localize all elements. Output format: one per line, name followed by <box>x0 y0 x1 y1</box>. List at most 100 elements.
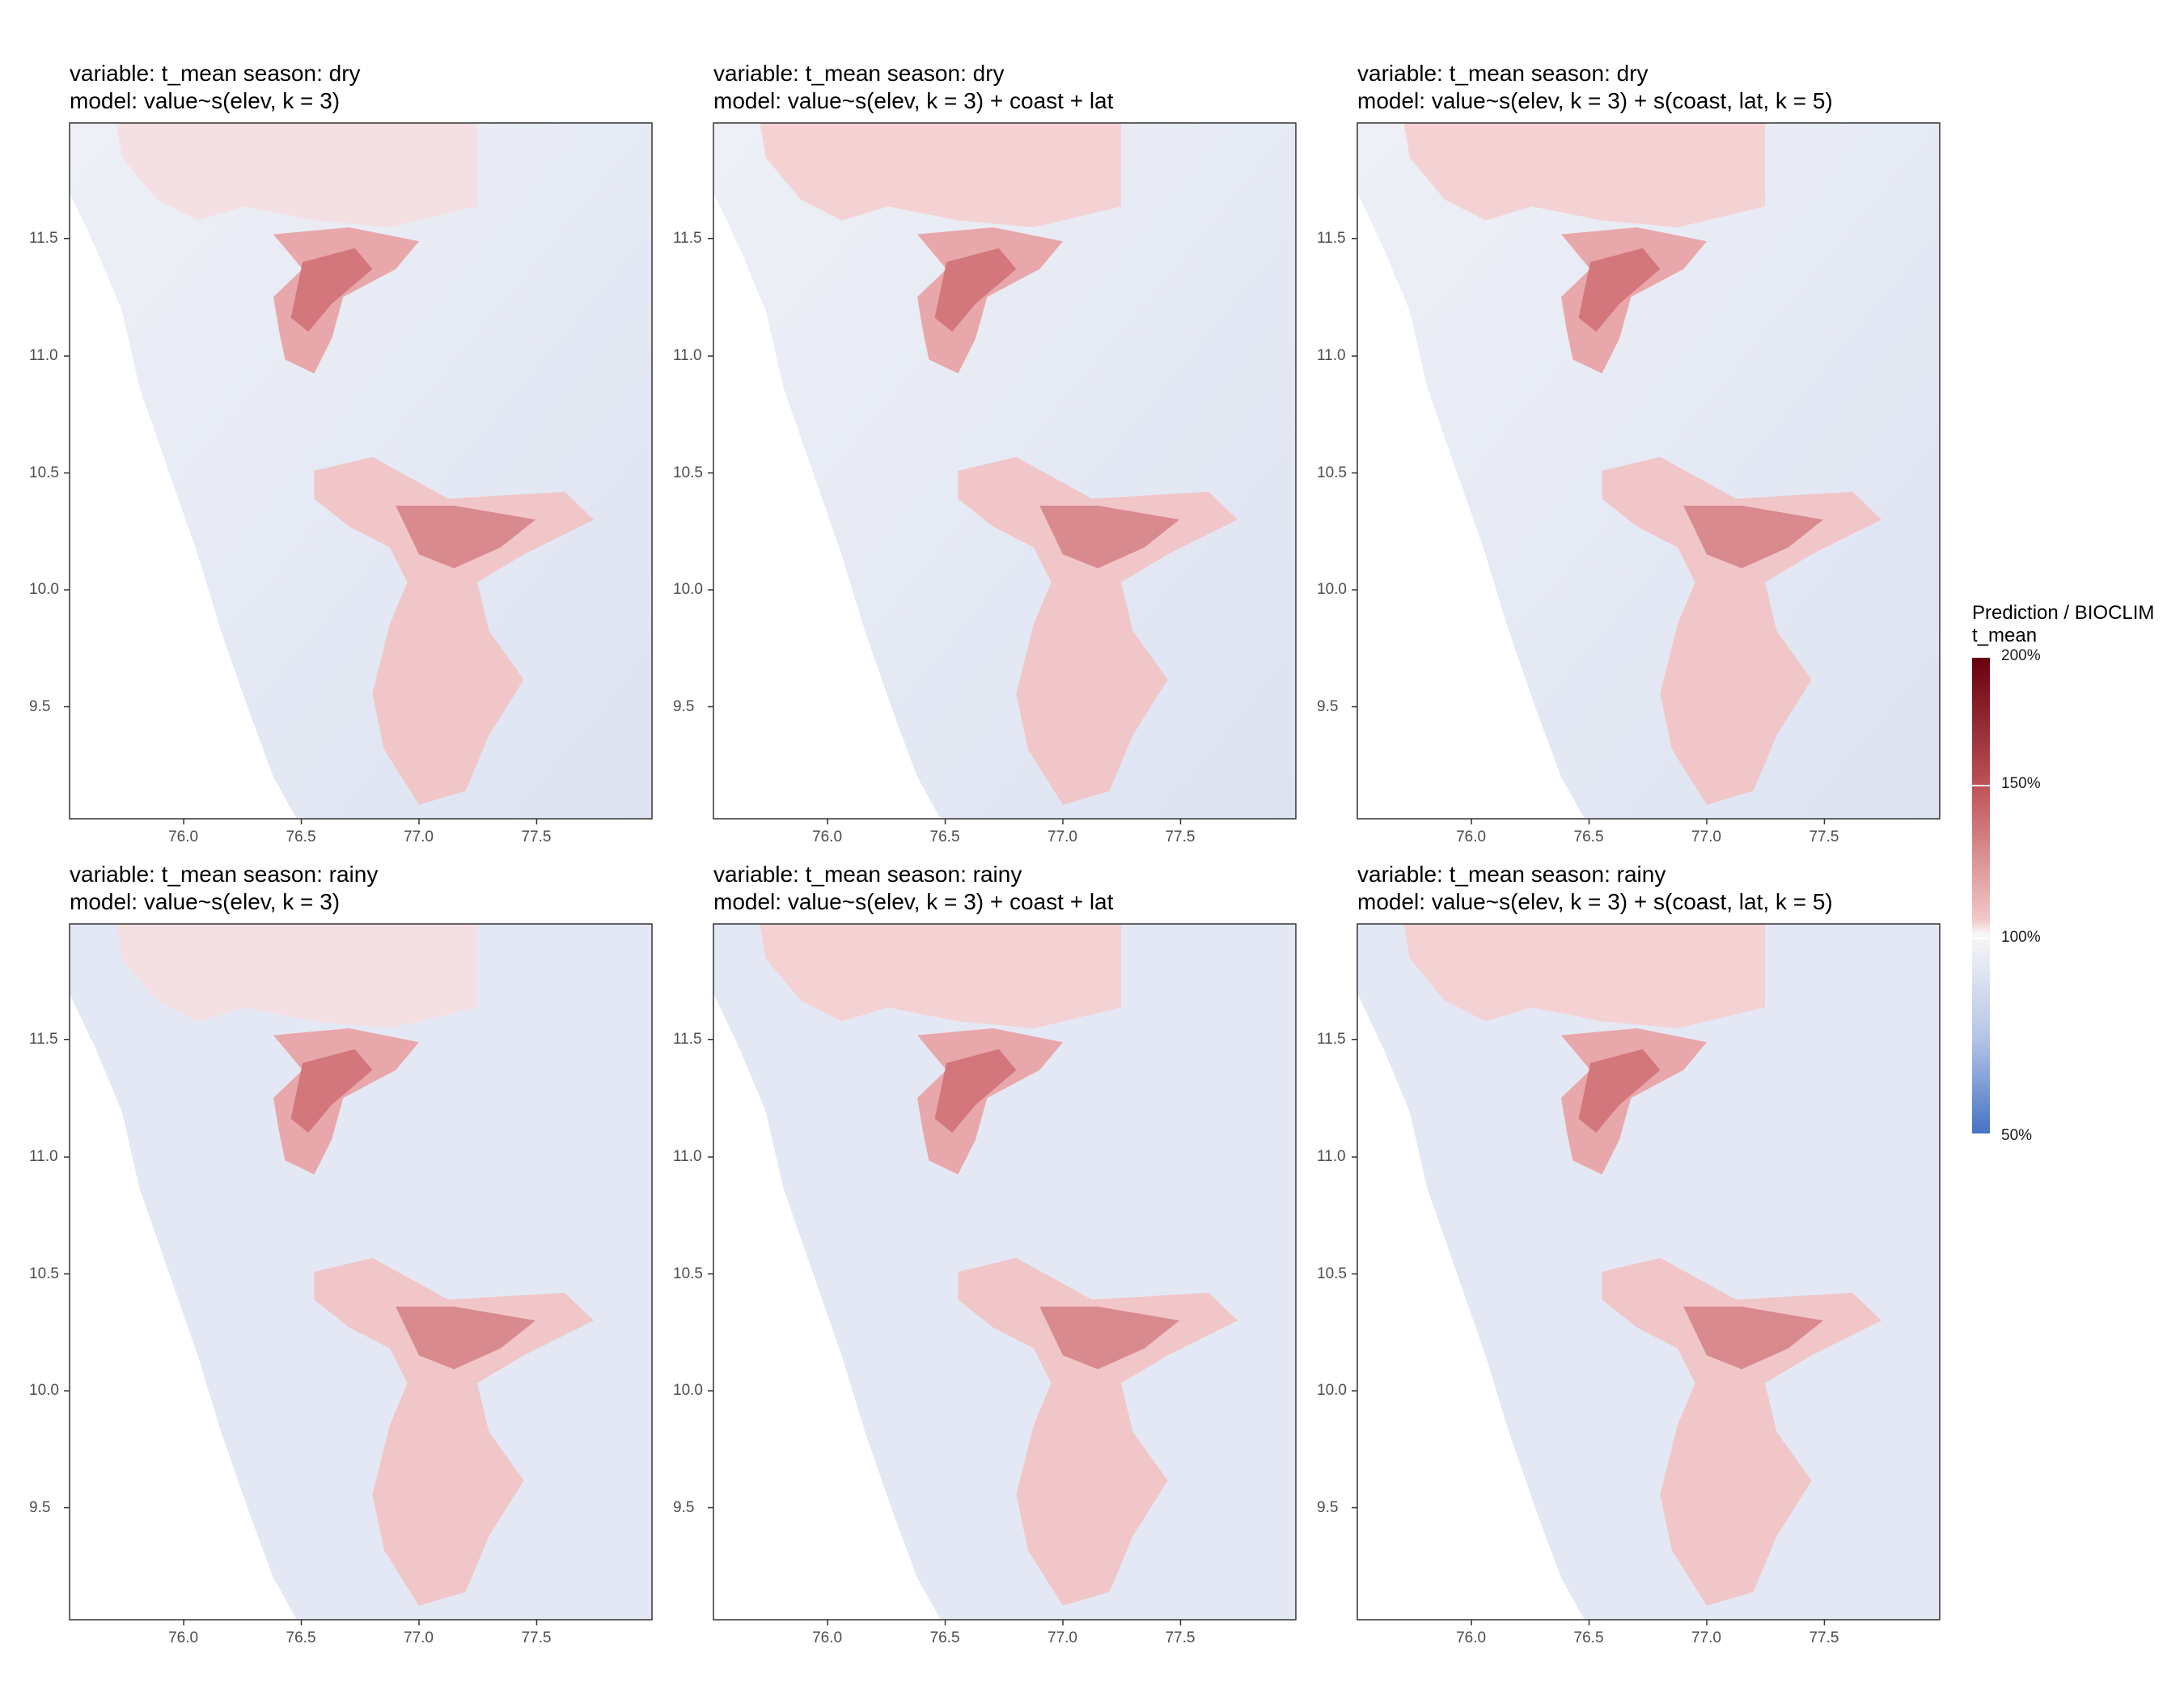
y-tick-label: 9.5 <box>1317 697 1339 715</box>
legend-colorbar <box>1972 657 1990 1134</box>
panel-title-line2: model: value~s(elev, k = 3) + s(coast, l… <box>1357 889 1833 914</box>
panel-title-line1: variable: t_mean season: dry <box>70 61 361 86</box>
x-tick-label: 77.0 <box>404 828 434 845</box>
panel-title-line2: model: value~s(elev, k = 3) + s(coast, l… <box>1357 88 1833 113</box>
nilgiri-massif-core <box>934 1049 1017 1133</box>
x-tick-label: 77.5 <box>1165 828 1196 845</box>
panel-title: variable: t_mean season: dry model: value… <box>70 60 361 115</box>
anamalai-core <box>1683 506 1823 569</box>
anamalai-core <box>1683 1307 1823 1370</box>
x-tick-label: 77.5 <box>521 1629 552 1646</box>
y-tick-label: 11.5 <box>673 229 702 247</box>
southern-ghats-region <box>314 1257 594 1606</box>
y-tick-label: 11.5 <box>1317 1030 1346 1048</box>
x-tick-label: 77.5 <box>1809 1629 1839 1646</box>
panel-title-line1: variable: t_mean season: rainy <box>70 862 379 887</box>
sea-area <box>1357 994 1585 1620</box>
southern-ghats-region <box>958 1257 1238 1606</box>
x-tick-label: 76.5 <box>286 828 316 845</box>
y-tick-label: 10.0 <box>673 581 703 599</box>
y-tick-label: 11.0 <box>673 1148 702 1166</box>
northern-highland-region <box>760 123 1121 227</box>
northern-highland-region <box>116 123 477 227</box>
y-tick-label: 9.5 <box>29 697 51 715</box>
x-tick-label: 76.0 <box>1456 828 1487 845</box>
panel-title: variable: t_mean season: dry model: value… <box>713 60 1113 115</box>
y-tick-label: 10.5 <box>673 1265 703 1282</box>
panel-title: variable: t_mean season: rainy model: val… <box>70 861 378 916</box>
panel-border <box>69 122 653 820</box>
x-tick-label: 77.0 <box>1691 828 1721 845</box>
anamalai-core <box>396 1307 535 1370</box>
y-tick-label: 11.5 <box>673 1030 702 1048</box>
legend-title: Prediction / BIOCLIM t_mean <box>1972 602 2154 647</box>
x-tick-label: 77.0 <box>1691 1629 1721 1646</box>
anamalai-core <box>1039 506 1179 569</box>
panel-title-line2: model: value~s(elev, k = 3) <box>70 889 341 914</box>
y-tick-label: 10.0 <box>29 1382 59 1400</box>
panel-title: variable: t_mean season: rainy model: val… <box>1357 861 1833 916</box>
anamalai-core <box>396 506 535 569</box>
x-tick-label: 77.5 <box>1165 1629 1196 1646</box>
x-tick-label: 76.0 <box>1456 1629 1487 1646</box>
y-tick-label: 11.5 <box>1317 229 1346 247</box>
southern-ghats-region <box>1602 456 1881 805</box>
panel-title: variable: t_mean season: dry model: value… <box>1357 60 1833 115</box>
northern-highland-region <box>116 924 477 1028</box>
x-tick-label: 77.0 <box>1048 828 1077 845</box>
y-tick-label: 9.5 <box>1317 1498 1339 1516</box>
y-tick-label: 10.5 <box>29 1265 59 1282</box>
nilgiri-massif-core <box>1578 248 1661 332</box>
x-tick-label: 76.0 <box>168 828 199 845</box>
y-tick-label: 11.5 <box>29 229 58 247</box>
panel-border <box>1357 122 1941 820</box>
x-tick-label: 76.0 <box>812 828 843 845</box>
y-tick-label: 9.5 <box>29 1498 51 1516</box>
panel-title: variable: t_mean season: rainy model: val… <box>713 861 1113 916</box>
nilgiri-massif-core <box>290 1049 373 1133</box>
x-tick-label: 77.5 <box>1809 828 1839 845</box>
nilgiri-massif-core <box>1578 1049 1661 1133</box>
sea-area <box>1357 193 1585 819</box>
southern-ghats-region <box>958 456 1238 805</box>
map-panel <box>70 924 652 1620</box>
panel-title-line1: variable: t_mean season: rainy <box>1357 862 1666 887</box>
x-tick-label: 77.5 <box>521 828 552 845</box>
northern-highland-region <box>1403 123 1765 227</box>
x-tick-label: 76.0 <box>812 1629 843 1646</box>
y-tick-label: 11.0 <box>29 1148 58 1166</box>
legend-label-200: 200% <box>2001 647 2041 664</box>
sea-area <box>713 994 941 1620</box>
y-tick-label: 11.0 <box>29 347 58 365</box>
anamalai-core <box>1039 1307 1179 1370</box>
legend-label-50: 50% <box>2001 1127 2033 1144</box>
legend-title-line2: t_mean <box>1972 625 2038 646</box>
panel-border <box>1357 923 1941 1621</box>
x-tick-label: 77.0 <box>404 1629 434 1646</box>
y-tick-label: 10.0 <box>1317 1382 1347 1400</box>
southern-ghats-region <box>314 456 594 805</box>
legend-label-150: 150% <box>2001 775 2041 792</box>
x-tick-label: 76.5 <box>286 1629 316 1646</box>
y-tick-label: 11.0 <box>1317 1148 1346 1166</box>
nilgiri-massif-core <box>934 248 1017 332</box>
y-tick-label: 11.0 <box>1317 347 1346 365</box>
map-panel <box>713 924 1296 1620</box>
southern-ghats-region <box>1602 1257 1881 1606</box>
y-tick-label: 10.5 <box>29 464 59 481</box>
x-tick-label: 77.0 <box>1048 1629 1077 1646</box>
sea-area <box>70 193 297 819</box>
map-panel <box>713 123 1296 819</box>
panel-border <box>713 923 1297 1621</box>
northern-highland-region <box>1403 924 1765 1028</box>
x-tick-label: 76.5 <box>929 828 960 845</box>
y-tick-label: 10.5 <box>673 464 703 481</box>
x-tick-label: 76.5 <box>1573 828 1604 845</box>
legend <box>1972 656 1990 1135</box>
y-tick-label: 9.5 <box>673 697 695 715</box>
sea-area <box>70 994 297 1620</box>
northern-highland-region <box>760 924 1121 1028</box>
y-tick-label: 10.0 <box>673 1382 703 1400</box>
y-tick-label: 10.5 <box>1317 1265 1347 1282</box>
